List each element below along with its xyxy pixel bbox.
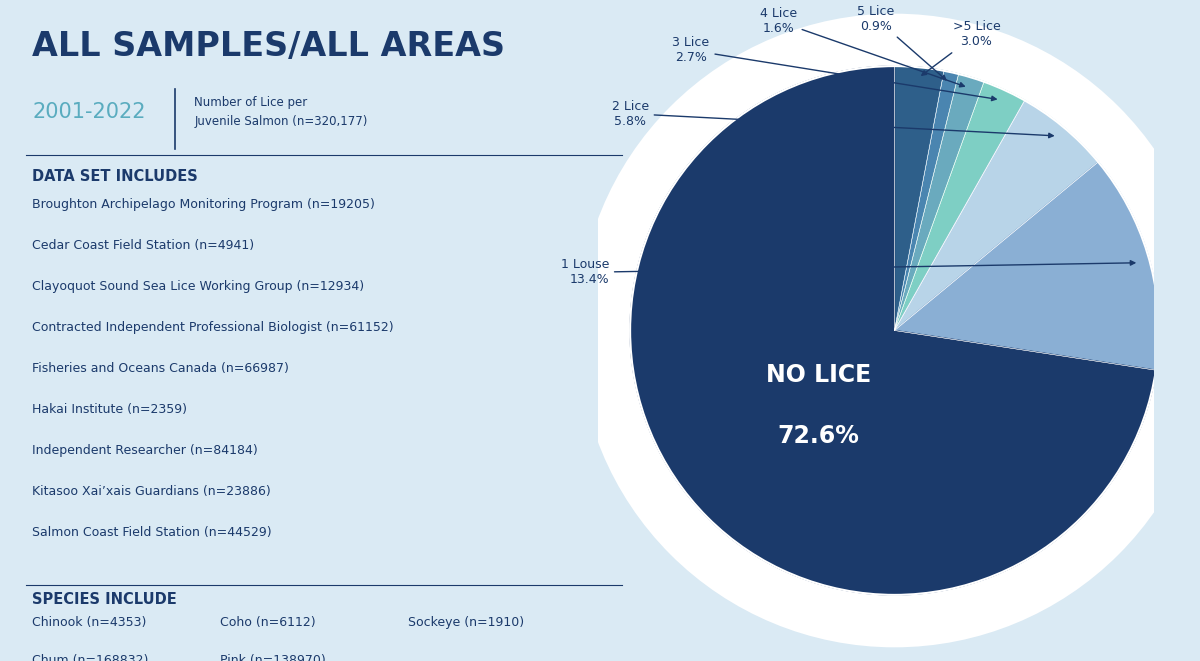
Circle shape [595, 32, 1193, 629]
Text: Salmon Coast Field Station (n=44529): Salmon Coast Field Station (n=44529) [32, 526, 272, 539]
Text: Fisheries and Oceans Canada (n=66987): Fisheries and Oceans Canada (n=66987) [32, 362, 289, 375]
Polygon shape [894, 82, 1025, 330]
Text: 4 Lice
1.6%: 4 Lice 1.6% [760, 7, 965, 87]
Text: Chum (n=168832): Chum (n=168832) [32, 654, 149, 661]
Text: Broughton Archipelago Monitoring Program (n=19205): Broughton Archipelago Monitoring Program… [32, 198, 376, 212]
Text: DATA SET INCLUDES: DATA SET INCLUDES [32, 169, 198, 184]
Text: Clayoquot Sound Sea Lice Working Group (n=12934): Clayoquot Sound Sea Lice Working Group (… [32, 280, 365, 293]
Text: Independent Researcher (n=84184): Independent Researcher (n=84184) [32, 444, 258, 457]
Text: ALL SAMPLES/ALL AREAS: ALL SAMPLES/ALL AREAS [32, 30, 505, 63]
Text: Pink (n=138970): Pink (n=138970) [221, 654, 326, 661]
Text: NO LICE: NO LICE [766, 363, 871, 387]
Text: 3 Lice
2.7%: 3 Lice 2.7% [672, 36, 996, 100]
Polygon shape [894, 162, 1159, 370]
Text: Cedar Coast Field Station (n=4941): Cedar Coast Field Station (n=4941) [32, 239, 254, 253]
Text: Coho (n=6112): Coho (n=6112) [221, 616, 316, 629]
Text: Sockeye (n=1910): Sockeye (n=1910) [408, 616, 524, 629]
Text: Number of Lice per
Juvenile Salmon (n=320,177): Number of Lice per Juvenile Salmon (n=32… [194, 96, 367, 128]
Polygon shape [894, 100, 1098, 330]
Text: 1 Louse
13.4%: 1 Louse 13.4% [560, 258, 1135, 286]
Text: Kitasoo Xai’xais Guardians (n=23886): Kitasoo Xai’xais Guardians (n=23886) [32, 485, 271, 498]
Polygon shape [894, 71, 959, 330]
Text: 2001-2022: 2001-2022 [32, 102, 146, 122]
Text: Chinook (n=4353): Chinook (n=4353) [32, 616, 146, 629]
Text: Contracted Independent Professional Biologist (n=61152): Contracted Independent Professional Biol… [32, 321, 394, 334]
Polygon shape [894, 74, 984, 330]
Text: SPECIES INCLUDE: SPECIES INCLUDE [32, 592, 178, 607]
Text: 2 Lice
5.8%: 2 Lice 5.8% [612, 100, 1054, 137]
Polygon shape [630, 66, 1156, 595]
Text: 5 Lice
0.9%: 5 Lice 0.9% [857, 5, 946, 80]
Text: Hakai Institute (n=2359): Hakai Institute (n=2359) [32, 403, 187, 416]
Text: >5 Lice
3.0%: >5 Lice 3.0% [922, 20, 1001, 75]
Polygon shape [894, 66, 944, 331]
Text: 72.6%: 72.6% [778, 424, 859, 447]
